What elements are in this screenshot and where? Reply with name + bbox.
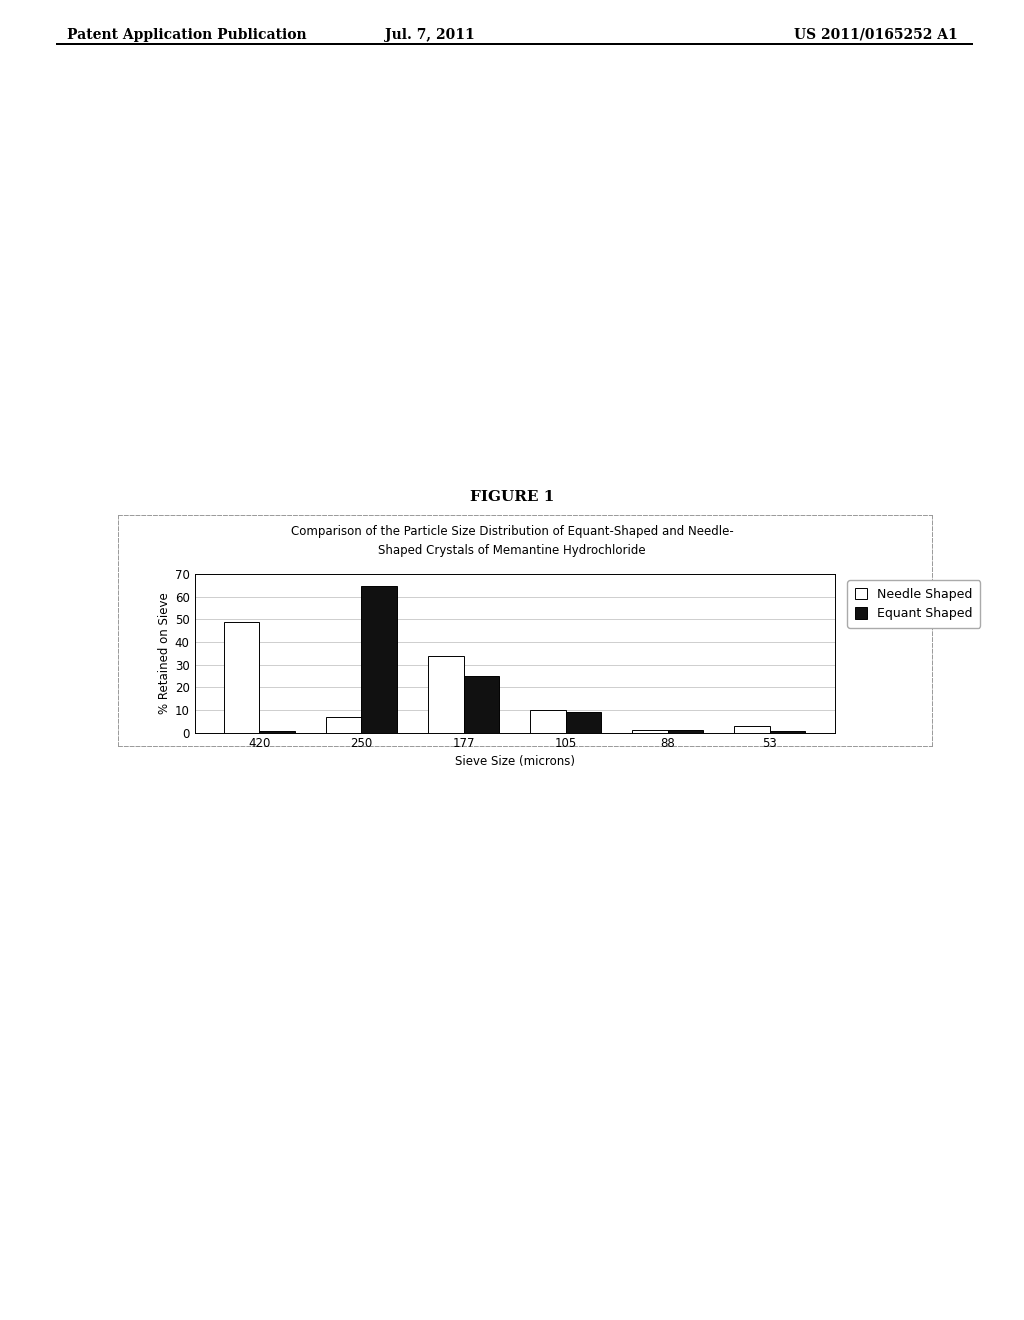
Bar — [565, 713, 601, 733]
Bar — [428, 656, 464, 733]
Bar — [529, 710, 565, 733]
Bar — [632, 730, 668, 733]
Legend: Needle Shaped, Equant Shaped: Needle Shaped, Equant Shaped — [847, 581, 980, 628]
Bar — [668, 730, 703, 733]
Y-axis label: % Retained on Sieve: % Retained on Sieve — [158, 593, 171, 714]
X-axis label: Sieve Size (microns): Sieve Size (microns) — [455, 755, 574, 768]
Text: Jul. 7, 2011: Jul. 7, 2011 — [385, 28, 475, 42]
Text: US 2011/0165252 A1: US 2011/0165252 A1 — [794, 28, 957, 42]
Text: Patent Application Publication: Patent Application Publication — [67, 28, 306, 42]
Text: FIGURE 1: FIGURE 1 — [470, 490, 554, 504]
Bar — [734, 726, 770, 733]
Bar — [326, 717, 361, 733]
Text: Shaped Crystals of Memantine Hydrochloride: Shaped Crystals of Memantine Hydrochlori… — [378, 544, 646, 557]
Bar — [223, 622, 259, 733]
Bar — [464, 676, 500, 733]
Bar — [361, 586, 397, 733]
Text: Comparison of the Particle Size Distribution of Equant-Shaped and Needle-: Comparison of the Particle Size Distribu… — [291, 525, 733, 539]
